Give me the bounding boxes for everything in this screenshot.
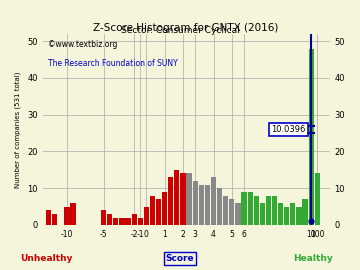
Bar [101, 210, 106, 225]
Bar [156, 199, 161, 225]
Text: Sector: Consumer Cyclical: Sector: Consumer Cyclical [121, 26, 239, 35]
Bar [284, 207, 289, 225]
Bar [150, 195, 155, 225]
Y-axis label: Number of companies (531 total): Number of companies (531 total) [15, 71, 22, 188]
Text: 10.0396: 10.0396 [271, 125, 306, 134]
Bar [193, 181, 198, 225]
Bar [125, 218, 131, 225]
Bar [272, 195, 277, 225]
Bar [315, 174, 320, 225]
Bar [113, 218, 118, 225]
Bar [242, 192, 247, 225]
Bar [296, 207, 302, 225]
Bar [52, 214, 57, 225]
Text: Healthy: Healthy [293, 254, 333, 263]
Text: Score: Score [166, 254, 194, 263]
Bar [235, 203, 240, 225]
Bar [168, 177, 174, 225]
Bar [199, 184, 204, 225]
Bar [254, 195, 259, 225]
Bar [302, 199, 308, 225]
Bar [138, 218, 143, 225]
Bar [162, 192, 167, 225]
Bar [229, 199, 234, 225]
Bar [211, 177, 216, 225]
Bar [107, 214, 112, 225]
Bar [131, 214, 137, 225]
Bar [180, 174, 185, 225]
Bar [174, 170, 180, 225]
Bar [223, 195, 228, 225]
Bar [119, 218, 125, 225]
Title: Z-Score Histogram for GNTX (2016): Z-Score Histogram for GNTX (2016) [93, 23, 279, 33]
Bar [266, 195, 271, 225]
Bar [248, 192, 253, 225]
Bar [186, 174, 192, 225]
Bar [278, 203, 283, 225]
Bar [71, 203, 76, 225]
Bar [309, 49, 314, 225]
Bar [205, 184, 210, 225]
Bar [260, 203, 265, 225]
Text: Unhealthy: Unhealthy [21, 254, 73, 263]
Bar [290, 203, 296, 225]
Text: The Research Foundation of SUNY: The Research Foundation of SUNY [48, 59, 178, 68]
Bar [64, 207, 69, 225]
Text: ©www.textbiz.org: ©www.textbiz.org [48, 40, 118, 49]
Bar [144, 207, 149, 225]
Bar [217, 188, 222, 225]
Bar [46, 210, 51, 225]
